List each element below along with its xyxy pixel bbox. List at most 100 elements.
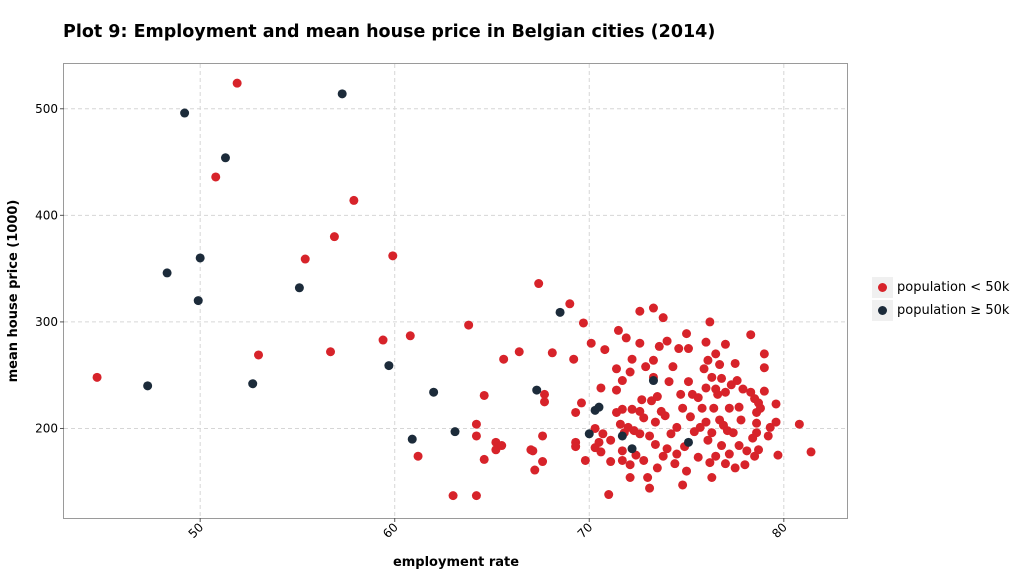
point-small-city	[662, 444, 672, 454]
point-small-city	[232, 78, 242, 88]
point-small-city	[606, 457, 616, 467]
point-small-city	[697, 403, 707, 413]
point-small-city	[685, 412, 695, 422]
point-small-city	[596, 383, 606, 393]
point-small-city	[701, 337, 711, 347]
point-large-city	[220, 153, 230, 163]
y-tick-label: 500	[35, 102, 58, 116]
legend-key	[872, 300, 893, 321]
point-small-city	[773, 450, 783, 460]
point-small-city	[759, 349, 769, 359]
point-large-city	[162, 268, 172, 278]
point-small-city	[538, 431, 548, 441]
point-small-city	[713, 389, 723, 399]
point-small-city	[576, 398, 586, 408]
point-small-city	[464, 320, 474, 330]
point-small-city	[715, 360, 725, 370]
data-points	[92, 78, 816, 501]
point-small-city	[625, 473, 635, 483]
point-small-city	[662, 336, 672, 346]
point-small-city	[639, 413, 649, 423]
point-large-city	[617, 431, 627, 441]
point-small-city	[705, 458, 715, 468]
point-small-city	[742, 446, 752, 456]
point-small-city	[254, 350, 264, 360]
point-small-city	[703, 435, 713, 445]
point-small-city	[635, 306, 645, 316]
point-small-city	[666, 429, 676, 439]
point-small-city	[378, 335, 388, 345]
point-small-city	[654, 341, 664, 351]
point-small-city	[720, 339, 730, 349]
point-small-city	[643, 473, 653, 483]
point-small-city	[639, 455, 649, 465]
point-small-city	[300, 254, 310, 264]
point-small-city	[672, 449, 682, 459]
point-small-city	[759, 386, 769, 396]
point-small-city	[580, 455, 590, 465]
point-large-city	[555, 307, 565, 317]
point-small-city	[627, 404, 637, 414]
point-small-city	[479, 454, 489, 464]
point-small-city	[645, 431, 655, 441]
x-tick-label: 70	[575, 520, 596, 541]
point-small-city	[720, 387, 730, 397]
point-small-city	[405, 331, 415, 341]
point-small-city	[329, 232, 339, 242]
point-large-city	[648, 376, 658, 386]
point-small-city	[682, 329, 692, 339]
point-small-city	[794, 419, 804, 429]
point-large-city	[683, 437, 693, 447]
point-small-city	[707, 372, 717, 382]
point-large-city	[429, 387, 439, 397]
point-small-city	[388, 251, 398, 261]
point-large-city	[407, 434, 417, 444]
point-small-city	[701, 383, 711, 393]
point-small-city	[806, 447, 816, 457]
x-tick-label: 80	[769, 520, 790, 541]
point-small-city	[645, 483, 655, 493]
point-small-city	[699, 364, 709, 374]
point-small-city	[746, 330, 756, 340]
point-small-city	[682, 466, 692, 476]
point-small-city	[763, 431, 773, 441]
point-small-city	[497, 441, 507, 451]
point-small-city	[635, 338, 645, 348]
point-small-city	[625, 367, 635, 377]
point-small-city	[611, 364, 621, 374]
point-small-city	[652, 392, 662, 402]
point-small-city	[724, 403, 734, 413]
point-small-city	[617, 446, 627, 456]
point-large-city	[450, 427, 460, 437]
point-small-city	[540, 397, 550, 407]
point-small-city	[693, 393, 703, 403]
point-small-city	[652, 463, 662, 473]
y-axis-label: mean house price (1000)	[6, 200, 21, 383]
point-small-city	[720, 459, 730, 469]
point-small-city	[650, 417, 660, 427]
point-small-city	[734, 402, 744, 412]
point-small-city	[670, 459, 680, 469]
point-large-city	[248, 379, 258, 389]
legend-dot-icon	[878, 306, 887, 315]
point-small-city	[734, 441, 744, 451]
point-small-city	[617, 404, 627, 414]
point-small-city	[738, 384, 748, 394]
point-small-city	[759, 363, 769, 373]
point-small-city	[703, 355, 713, 365]
point-small-city	[678, 403, 688, 413]
legend: population < 50k population ≥ 50k	[872, 276, 1009, 322]
x-tick-label: 60	[380, 520, 401, 541]
point-small-city	[590, 423, 600, 433]
point-small-city	[676, 389, 686, 399]
point-small-city	[732, 376, 742, 386]
y-tick-label: 300	[35, 315, 58, 329]
point-small-city	[664, 377, 674, 387]
point-small-city	[611, 385, 621, 395]
point-small-city	[754, 445, 764, 455]
point-small-city	[752, 428, 762, 438]
point-small-city	[711, 349, 721, 359]
point-small-city	[660, 411, 670, 421]
point-small-city	[678, 480, 688, 490]
point-small-city	[695, 422, 705, 432]
